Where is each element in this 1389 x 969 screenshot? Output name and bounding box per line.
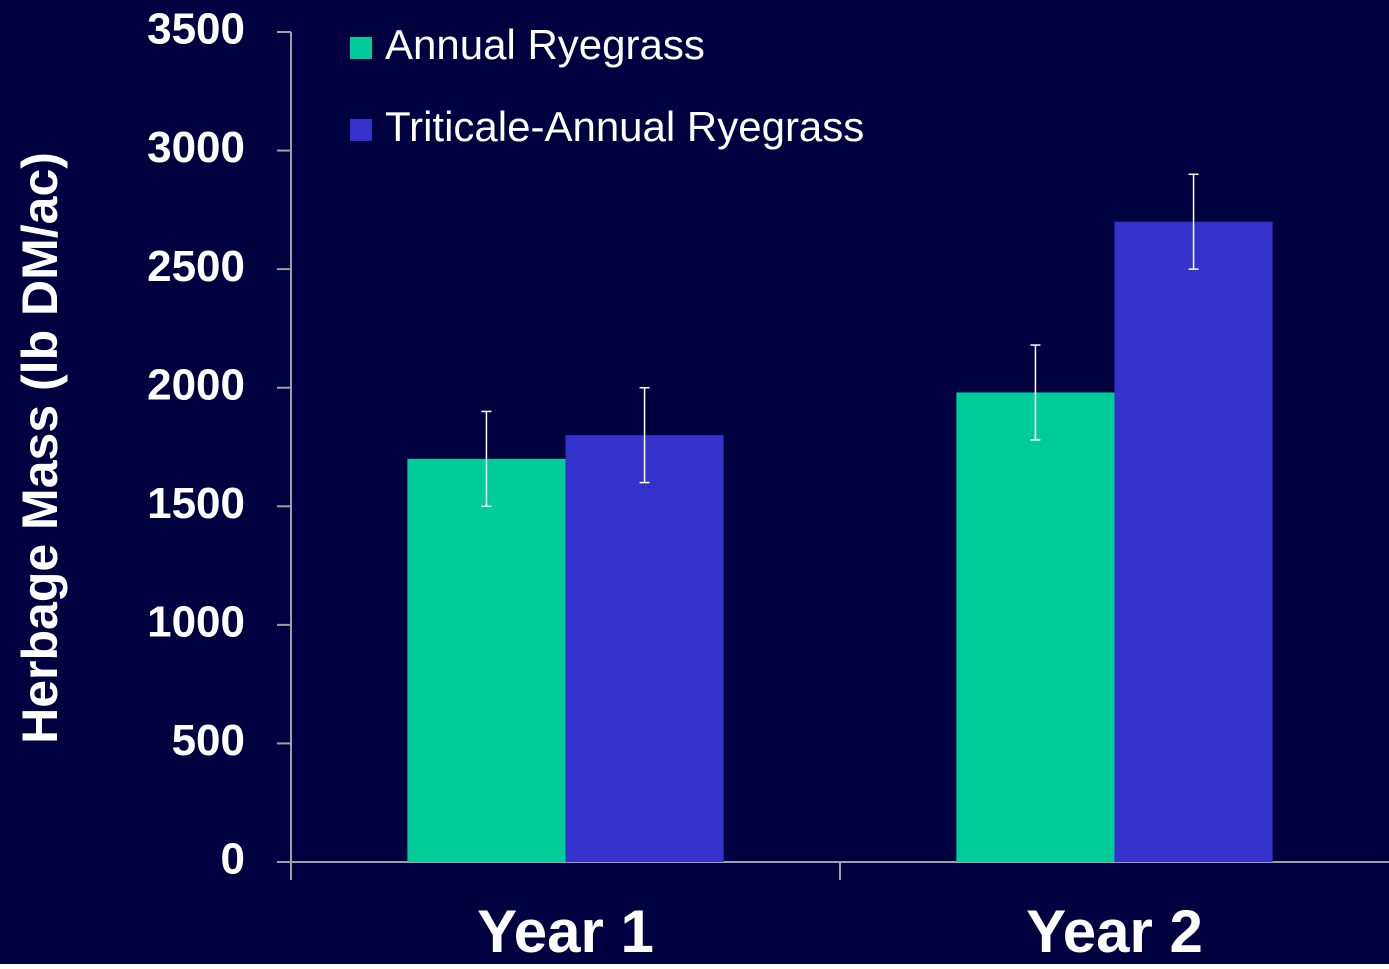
y-axis-label: Herbage Mass (lb DM/ac) [12, 152, 68, 744]
bar [565, 435, 724, 862]
y-tick-label: 2500 [147, 242, 245, 291]
bar [956, 392, 1115, 862]
y-tick-label: 500 [172, 716, 245, 765]
y-tick-label: 3000 [147, 123, 245, 172]
bar [407, 458, 566, 862]
y-tick-label: 1000 [147, 597, 245, 646]
legend-swatch [350, 37, 372, 59]
y-tick-label: 3500 [147, 5, 245, 54]
y-tick-label: 0 [221, 835, 245, 884]
error-bar [1030, 344, 1041, 441]
error-bar [1188, 173, 1199, 270]
legend-label: Triticale-Annual Ryegrass [385, 103, 864, 150]
bar [1114, 221, 1273, 862]
y-tick-label: 1500 [147, 479, 245, 528]
x-tick-label: Year 2 [1026, 898, 1203, 964]
error-bar [639, 386, 650, 484]
error-bar [481, 410, 492, 508]
x-tick-label: Year 1 [477, 898, 654, 964]
legend-swatch [350, 119, 372, 141]
legend-label: Annual Ryegrass [385, 21, 705, 68]
y-tick-label: 2000 [147, 360, 245, 409]
